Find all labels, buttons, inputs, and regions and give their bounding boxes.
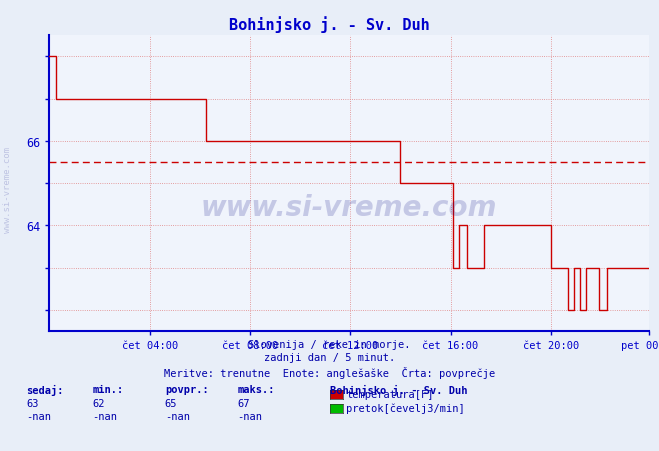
Text: povpr.:: povpr.: [165, 384, 208, 394]
Text: Bohinjsko j. - Sv. Duh: Bohinjsko j. - Sv. Duh [330, 384, 467, 395]
Text: www.si-vreme.com: www.si-vreme.com [3, 147, 13, 232]
Text: -nan: -nan [237, 411, 262, 421]
Text: min.:: min.: [92, 384, 123, 394]
Text: zadnji dan / 5 minut.: zadnji dan / 5 minut. [264, 353, 395, 363]
Text: Meritve: trenutne  Enote: anglešaške  Črta: povprečje: Meritve: trenutne Enote: anglešaške Črta… [164, 366, 495, 378]
Text: -nan: -nan [165, 411, 190, 421]
Text: 65: 65 [165, 398, 177, 408]
Text: 62: 62 [92, 398, 105, 408]
Text: sedaj:: sedaj: [26, 384, 64, 395]
Text: Slovenija / reke in morje.: Slovenija / reke in morje. [248, 339, 411, 349]
Text: 63: 63 [26, 398, 39, 408]
Text: -nan: -nan [26, 411, 51, 421]
Text: 67: 67 [237, 398, 250, 408]
Text: maks.:: maks.: [237, 384, 275, 394]
Text: pretok[čevelj3/min]: pretok[čevelj3/min] [346, 403, 465, 414]
Text: temperatura[F]: temperatura[F] [346, 390, 434, 400]
Text: -nan: -nan [92, 411, 117, 421]
Text: Bohinjsko j. - Sv. Duh: Bohinjsko j. - Sv. Duh [229, 16, 430, 32]
Text: www.si-vreme.com: www.si-vreme.com [201, 193, 498, 221]
